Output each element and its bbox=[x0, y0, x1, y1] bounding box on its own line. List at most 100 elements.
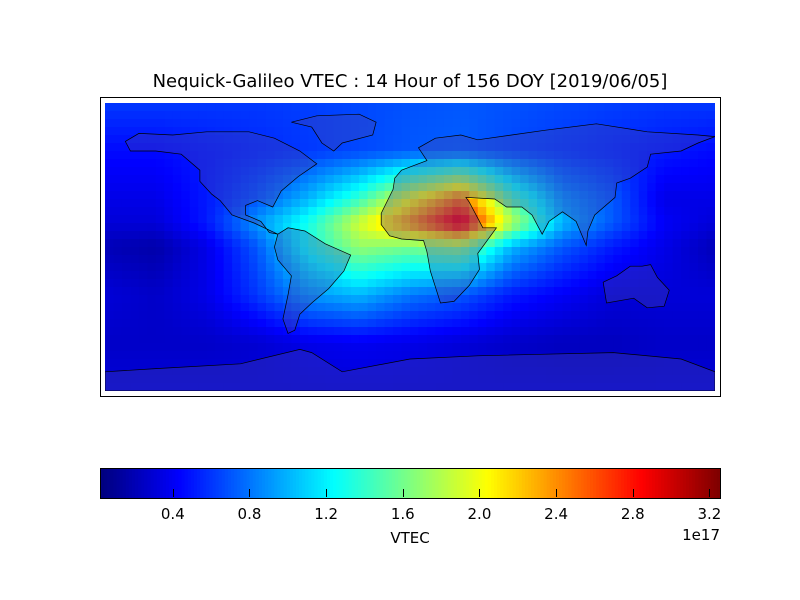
heatmap-cell bbox=[164, 127, 174, 136]
heatmap-cell bbox=[689, 143, 699, 152]
heatmap-cell bbox=[189, 143, 199, 152]
heatmap-cell bbox=[443, 279, 453, 288]
heatmap-cell bbox=[570, 191, 581, 200]
heatmap-cell bbox=[172, 239, 182, 248]
colorbar-segment bbox=[546, 469, 551, 498]
heatmap-cell bbox=[274, 287, 284, 296]
heatmap-cell bbox=[460, 143, 470, 152]
heatmap-cell bbox=[316, 223, 326, 232]
heatmap-cell bbox=[198, 351, 208, 360]
heatmap-cell bbox=[299, 143, 309, 152]
heatmap-cell bbox=[452, 103, 462, 112]
heatmap-cell bbox=[545, 375, 555, 384]
heatmap-cell bbox=[401, 127, 411, 136]
heatmap-cell bbox=[113, 335, 123, 344]
heatmap-cell bbox=[223, 119, 233, 128]
heatmap-cell bbox=[223, 311, 233, 320]
heatmap-cell bbox=[418, 327, 428, 336]
heatmap-cell bbox=[706, 199, 715, 208]
heatmap-cell bbox=[189, 135, 199, 144]
heatmap-cell bbox=[164, 215, 174, 224]
heatmap-cell bbox=[511, 175, 521, 184]
heatmap-cell bbox=[596, 111, 606, 120]
heatmap-cell bbox=[647, 127, 657, 136]
colorbar-segment bbox=[453, 469, 458, 498]
colorbar-segment bbox=[549, 469, 554, 498]
heatmap-cell bbox=[511, 127, 521, 136]
heatmap-cell bbox=[587, 271, 597, 280]
heatmap-cell bbox=[342, 367, 352, 376]
heatmap-cell bbox=[113, 303, 123, 312]
heatmap-cell bbox=[121, 111, 132, 120]
heatmap-cell bbox=[189, 327, 199, 336]
heatmap-cell bbox=[367, 303, 377, 312]
colorbar-segment bbox=[630, 469, 634, 498]
heatmap-cell bbox=[579, 375, 589, 384]
heatmap-cell bbox=[206, 111, 216, 120]
heatmap-cell bbox=[604, 375, 614, 384]
heatmap-cell bbox=[537, 367, 547, 376]
heatmap-cell bbox=[105, 239, 115, 248]
heatmap-cell bbox=[410, 247, 420, 256]
heatmap-cell bbox=[206, 119, 216, 128]
heatmap-cell bbox=[172, 351, 182, 360]
heatmap-cell bbox=[240, 263, 250, 272]
heatmap-cell bbox=[621, 191, 631, 200]
heatmap-cell bbox=[698, 111, 708, 120]
heatmap-cell bbox=[367, 383, 377, 391]
heatmap-cell bbox=[579, 287, 589, 296]
heatmap-cell bbox=[460, 167, 470, 176]
heatmap-cell bbox=[198, 183, 208, 192]
heatmap-cell bbox=[223, 239, 233, 248]
heatmap-cell bbox=[435, 199, 445, 208]
heatmap-cell bbox=[282, 119, 292, 128]
heatmap-cell bbox=[638, 343, 648, 352]
heatmap-cell bbox=[325, 255, 335, 264]
heatmap-cell bbox=[486, 255, 496, 264]
heatmap-cell bbox=[198, 255, 208, 264]
heatmap-cell bbox=[342, 343, 352, 352]
heatmap-cell bbox=[147, 223, 157, 232]
heatmap-cell bbox=[333, 191, 343, 200]
heatmap-cell bbox=[562, 143, 572, 152]
heatmap-cell bbox=[350, 247, 360, 256]
heatmap-cell bbox=[672, 375, 682, 384]
heatmap-cell bbox=[494, 375, 504, 384]
heatmap-cell bbox=[477, 295, 487, 304]
heatmap-cell bbox=[689, 159, 699, 168]
heatmap-cell bbox=[325, 151, 335, 160]
heatmap-cell bbox=[596, 287, 606, 296]
heatmap-cell bbox=[511, 119, 521, 128]
heatmap-cell bbox=[410, 175, 420, 184]
heatmap-cell bbox=[638, 239, 648, 248]
heatmap-cell bbox=[121, 295, 132, 304]
heatmap-cell bbox=[452, 239, 462, 248]
heatmap-cell bbox=[155, 335, 165, 344]
heatmap-cell bbox=[579, 279, 589, 288]
heatmap-cell bbox=[113, 215, 123, 224]
heatmap-cell bbox=[138, 295, 148, 304]
colorbar-tick-mark bbox=[479, 489, 481, 497]
heatmap-cell bbox=[562, 103, 572, 112]
heatmap-cell bbox=[494, 231, 504, 240]
heatmap-cell bbox=[410, 151, 420, 160]
heatmap-cell bbox=[621, 159, 631, 168]
heatmap-cell bbox=[384, 271, 394, 280]
heatmap-cell bbox=[172, 271, 182, 280]
heatmap-cell bbox=[121, 199, 132, 208]
heatmap-cell bbox=[240, 183, 250, 192]
heatmap-cell bbox=[316, 199, 326, 208]
heatmap-cell bbox=[443, 223, 453, 232]
heatmap-cell bbox=[545, 319, 555, 328]
heatmap-cell bbox=[232, 303, 242, 312]
heatmap-cell bbox=[232, 239, 242, 248]
heatmap-cell bbox=[223, 135, 233, 144]
heatmap-cell bbox=[342, 279, 352, 288]
heatmap-cell bbox=[265, 167, 276, 176]
heatmap-cell bbox=[282, 159, 292, 168]
heatmap-cell bbox=[562, 255, 572, 264]
colorbar-segment bbox=[413, 469, 418, 498]
heatmap-cell bbox=[215, 199, 225, 208]
heatmap-cell bbox=[435, 295, 445, 304]
heatmap-cell bbox=[579, 159, 589, 168]
